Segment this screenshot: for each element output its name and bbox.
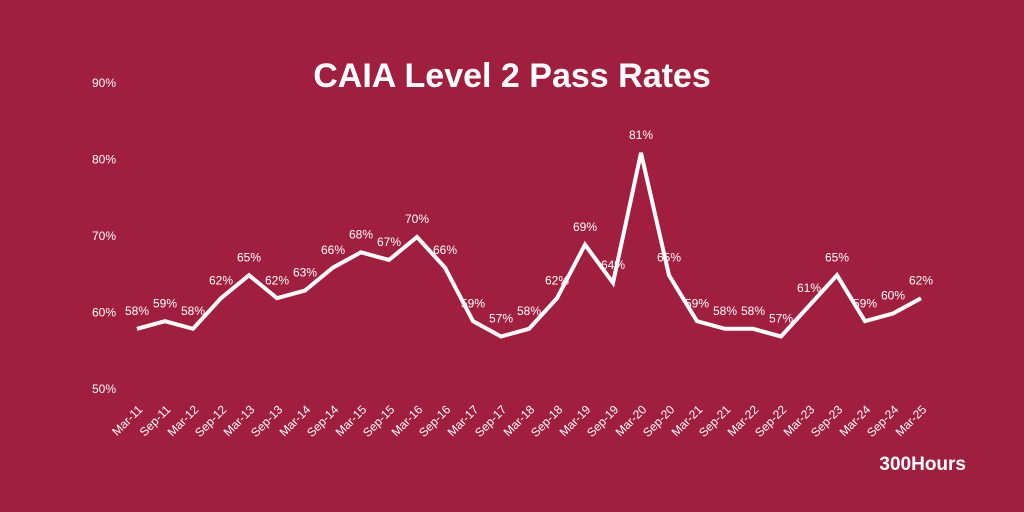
data-label: 58% bbox=[713, 304, 737, 318]
data-label: 81% bbox=[629, 128, 653, 142]
chart-title: CAIA Level 2 Pass Rates bbox=[313, 57, 711, 95]
y-tick-label: 90% bbox=[92, 76, 116, 90]
data-label: 62% bbox=[209, 273, 233, 287]
data-label: 57% bbox=[489, 312, 513, 326]
data-label: 69% bbox=[573, 220, 597, 234]
brand: 300Hours bbox=[879, 454, 966, 475]
data-label: 57% bbox=[769, 312, 793, 326]
data-label: 59% bbox=[153, 296, 177, 310]
data-label: 65% bbox=[237, 250, 261, 264]
data-label: 59% bbox=[461, 296, 485, 310]
data-label: 59% bbox=[685, 296, 709, 310]
data-label: 64% bbox=[601, 258, 625, 272]
data-label: 61% bbox=[797, 281, 821, 295]
data-label: 58% bbox=[741, 304, 765, 318]
data-label: 58% bbox=[125, 304, 149, 318]
data-label: 58% bbox=[517, 304, 541, 318]
data-label: 58% bbox=[181, 304, 205, 318]
data-label: 70% bbox=[405, 212, 429, 226]
data-label: 65% bbox=[657, 250, 681, 264]
y-tick-label: 80% bbox=[92, 153, 116, 167]
y-tick-label: 60% bbox=[92, 306, 116, 320]
data-label: 65% bbox=[825, 250, 849, 264]
data-label: 62% bbox=[265, 273, 289, 287]
data-label: 66% bbox=[433, 243, 457, 257]
data-label: 62% bbox=[909, 273, 933, 287]
data-label: 67% bbox=[377, 235, 401, 249]
data-label: 66% bbox=[321, 243, 345, 257]
y-tick-label: 50% bbox=[92, 382, 116, 396]
y-tick-label: 70% bbox=[92, 229, 116, 243]
data-label: 68% bbox=[349, 227, 373, 241]
data-label: 63% bbox=[293, 266, 317, 280]
data-label: 60% bbox=[881, 289, 905, 303]
line bbox=[136, 152, 922, 339]
data-label: 59% bbox=[853, 296, 877, 310]
data-label: 62% bbox=[545, 273, 569, 287]
